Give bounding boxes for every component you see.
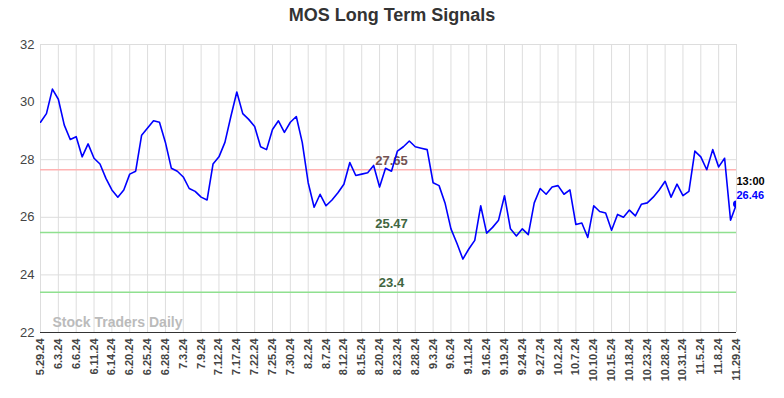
svg-text:6.14.24: 6.14.24 — [105, 338, 117, 376]
svg-text:7.17.24: 7.17.24 — [230, 338, 242, 376]
svg-text:6.11.24: 6.11.24 — [88, 338, 100, 375]
svg-text:27.65: 27.65 — [375, 153, 408, 168]
svg-text:24: 24 — [20, 267, 34, 282]
svg-text:6.25.24: 6.25.24 — [141, 338, 153, 376]
svg-text:30: 30 — [20, 94, 34, 109]
svg-text:9.24.24: 9.24.24 — [516, 338, 528, 376]
svg-text:11.5.24: 11.5.24 — [694, 338, 706, 375]
svg-text:11.8.24: 11.8.24 — [712, 338, 724, 375]
svg-text:8.15.24: 8.15.24 — [355, 338, 367, 376]
svg-text:10.10.24: 10.10.24 — [587, 338, 599, 382]
svg-text:8.28.24: 8.28.24 — [409, 338, 421, 376]
svg-text:11.29.24: 11.29.24 — [730, 338, 742, 381]
svg-text:7.30.24: 7.30.24 — [284, 338, 296, 376]
svg-text:7.22.24: 7.22.24 — [248, 338, 260, 376]
svg-text:8.7.24: 8.7.24 — [320, 338, 332, 369]
svg-text:10.18.24: 10.18.24 — [623, 338, 635, 382]
svg-text:6.6.24: 6.6.24 — [70, 338, 82, 369]
svg-text:9.6.24: 9.6.24 — [444, 338, 456, 369]
svg-text:9.11.24: 9.11.24 — [462, 338, 474, 375]
svg-text:7.9.24: 7.9.24 — [195, 338, 207, 369]
html-text:MOS Long Term Signals: MOS Long Term Signals — [288, 5, 496, 25]
svg-text:8.12.24: 8.12.24 — [337, 338, 349, 376]
svg-text:9.16.24: 9.16.24 — [480, 338, 492, 376]
svg-text:13:00: 13:00 — [737, 175, 765, 187]
svg-text:10.7.24: 10.7.24 — [569, 338, 581, 376]
svg-text:Stock Traders Daily: Stock Traders Daily — [53, 314, 183, 330]
svg-text:23.4: 23.4 — [379, 275, 405, 290]
svg-text:22: 22 — [20, 325, 34, 340]
svg-text:25.47: 25.47 — [375, 216, 408, 231]
svg-text:9.19.24: 9.19.24 — [498, 338, 510, 376]
svg-text:10.15.24: 10.15.24 — [605, 338, 617, 382]
svg-text:6.20.24: 6.20.24 — [123, 338, 135, 376]
svg-text:8.20.24: 8.20.24 — [373, 338, 385, 376]
svg-text:8.2.24: 8.2.24 — [302, 338, 314, 369]
svg-text:7.3.24: 7.3.24 — [177, 338, 189, 369]
svg-text:10.23.24: 10.23.24 — [641, 338, 653, 382]
svg-text:10.2.24: 10.2.24 — [552, 338, 564, 376]
svg-text:7.12.24: 7.12.24 — [212, 338, 224, 376]
svg-text:32: 32 — [20, 37, 34, 52]
svg-text:6.3.24: 6.3.24 — [52, 338, 64, 369]
svg-text:26: 26 — [20, 209, 34, 224]
svg-text:5.29.24: 5.29.24 — [34, 338, 46, 376]
svg-text:9.27.24: 9.27.24 — [534, 338, 546, 376]
svg-text:7.25.24: 7.25.24 — [266, 338, 278, 376]
svg-text:28: 28 — [20, 152, 34, 167]
svg-text:9.3.24: 9.3.24 — [427, 338, 439, 369]
svg-text:10.28.24: 10.28.24 — [659, 338, 671, 382]
svg-text:6.28.24: 6.28.24 — [159, 338, 171, 376]
svg-text:10.31.24: 10.31.24 — [676, 338, 688, 382]
svg-text:26.46: 26.46 — [737, 189, 765, 201]
svg-text:8.23.24: 8.23.24 — [391, 338, 403, 376]
